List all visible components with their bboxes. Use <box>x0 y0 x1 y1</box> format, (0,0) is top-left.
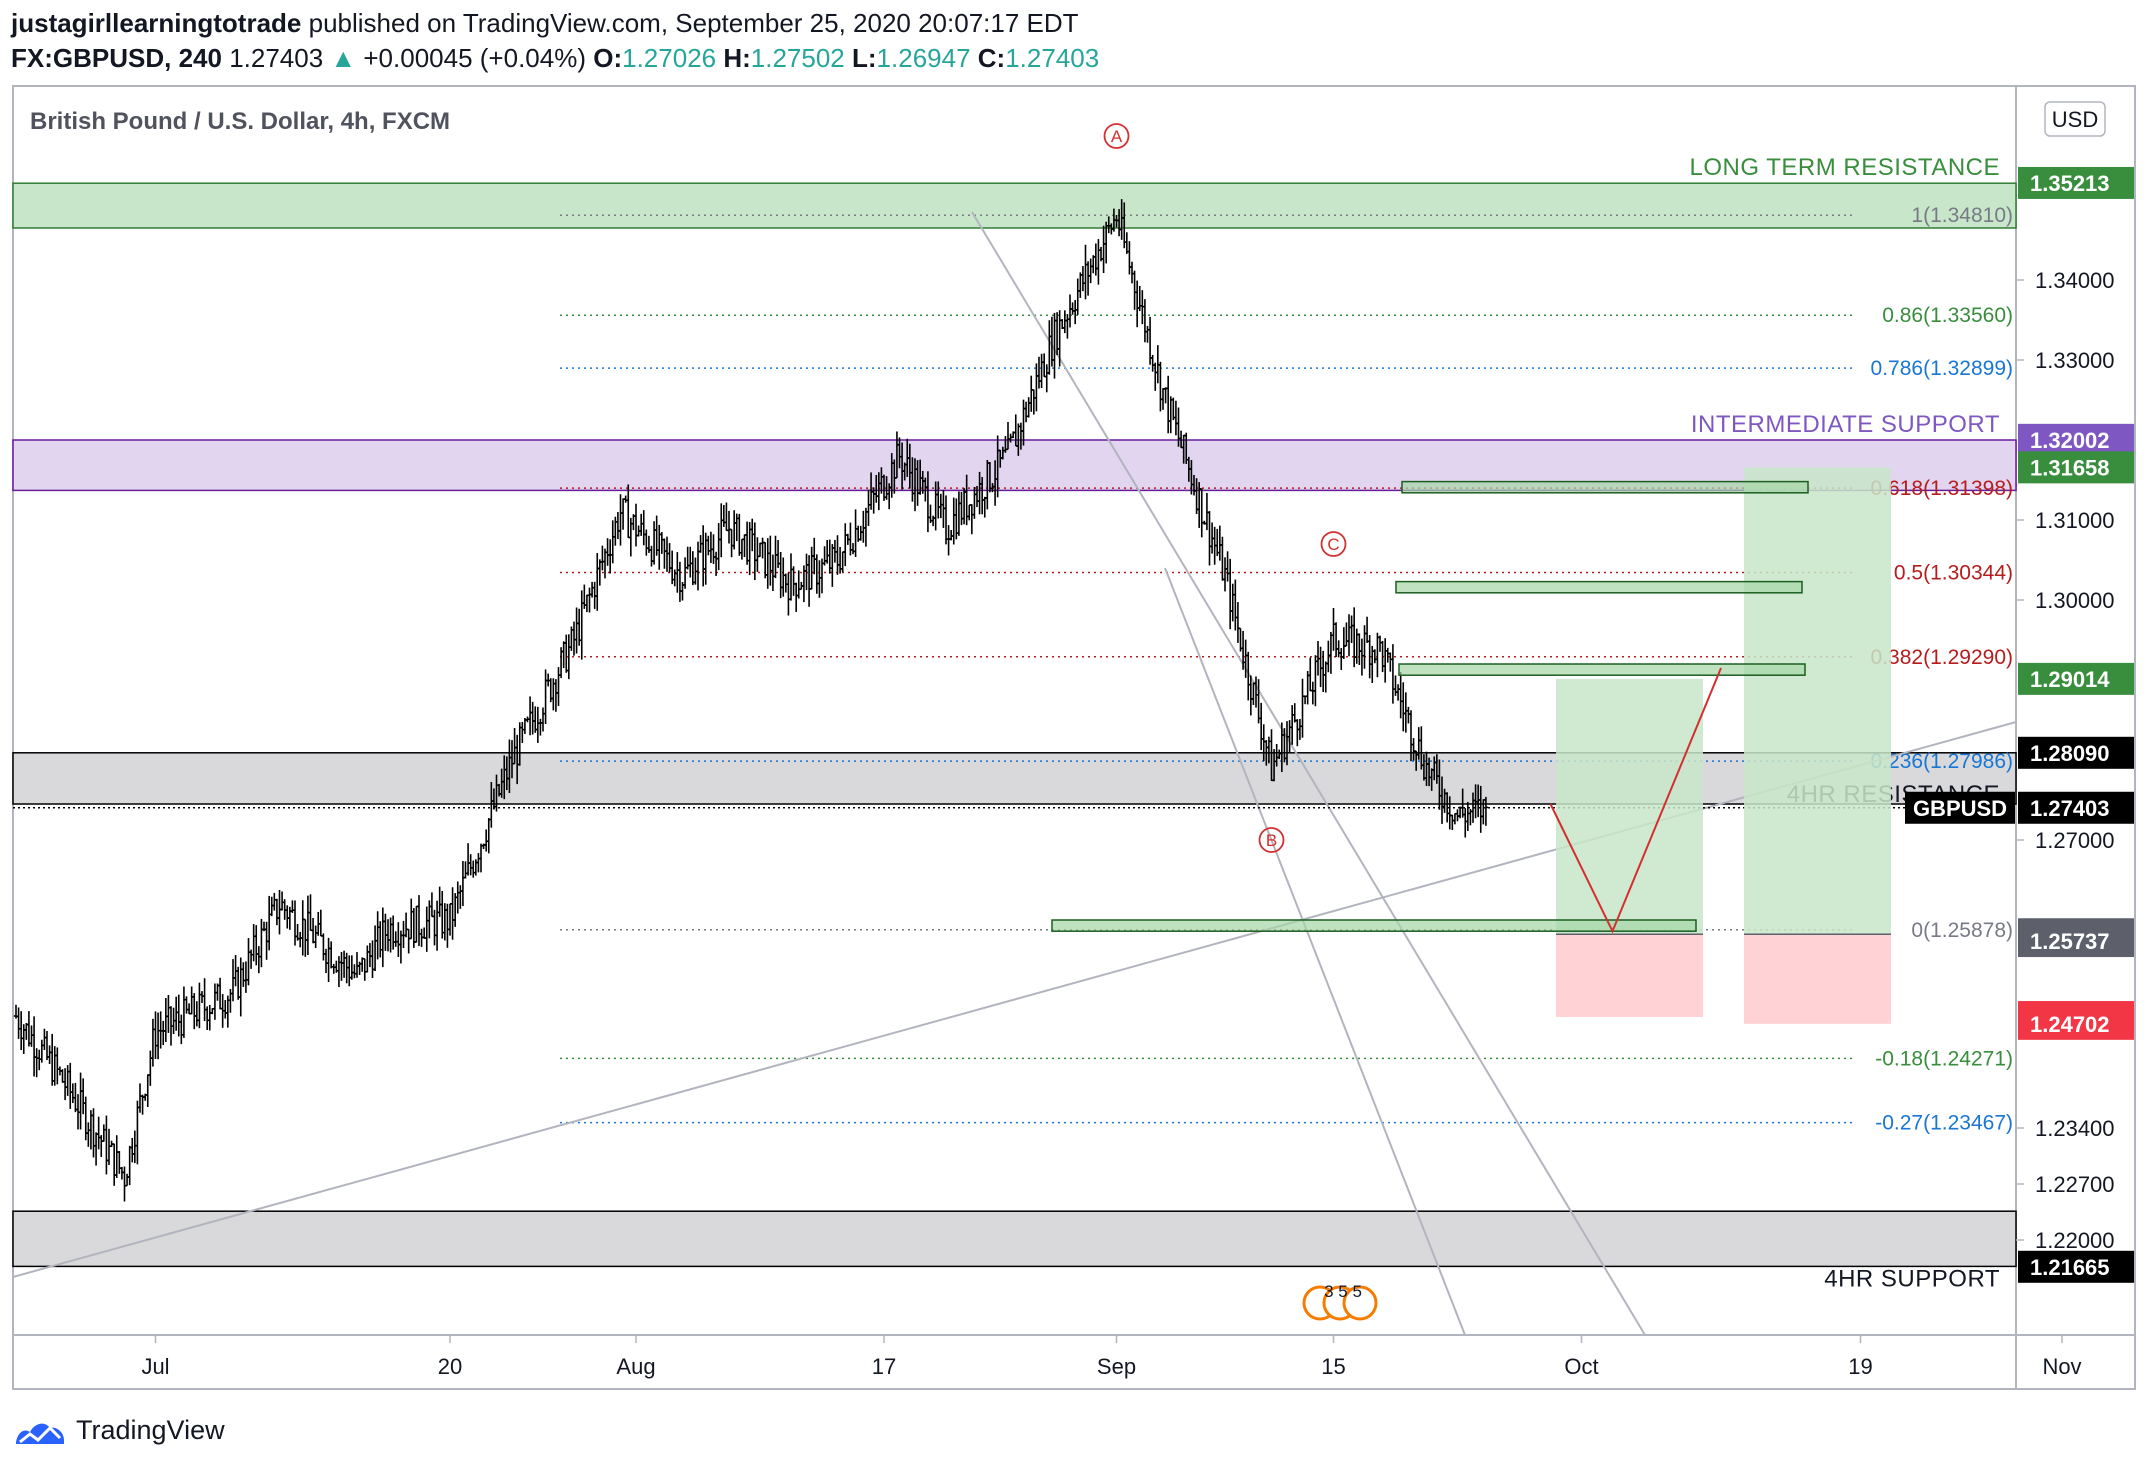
x-tick-label: Nov <box>2042 1354 2081 1379</box>
currency-button[interactable]: USD <box>2044 101 2106 137</box>
open-value: 1.27026 <box>622 43 717 73</box>
symbol-price-tag-label: GBPUSD <box>1913 796 2007 821</box>
x-tick-label: 19 <box>1848 1354 1872 1379</box>
svg-text:1.21665: 1.21665 <box>2030 1255 2110 1280</box>
fib-level-label: 0.618(1.31398) <box>1871 477 2013 500</box>
x-tick-label: 15 <box>1321 1354 1345 1379</box>
symbol-price-tag <box>1905 791 2015 824</box>
target-zone-box <box>1398 663 1806 676</box>
chart-title: British Pound / U.S. Dollar, 4h, FXCM <box>30 108 450 135</box>
close-value: 1.27403 <box>1005 43 1100 73</box>
wave-label-circle <box>1258 827 1285 853</box>
svg-text:1.27403: 1.27403 <box>2030 796 2110 821</box>
x-tick-label: Aug <box>616 1354 655 1379</box>
x-tick-label: 20 <box>438 1354 462 1379</box>
up-arrow-icon: ▲ <box>330 43 357 73</box>
y-tick-label: 1.34000 <box>2035 268 2115 293</box>
publish-info: justagirllearningtotrade published on Tr… <box>11 8 1079 39</box>
x-tick-label: 17 <box>872 1354 896 1379</box>
chart-frame <box>12 85 2136 1390</box>
price-tag-1.25737: 1.25737 <box>2018 925 2134 958</box>
fib-level-label: 0(1.25878) <box>1911 919 2013 942</box>
change-value: +0.00045 (+0.04%) <box>363 43 586 73</box>
falling-trendline-steep <box>1164 567 1466 1336</box>
x-tick-label: Sep <box>1097 1354 1136 1379</box>
target-zone-box <box>1401 480 1809 494</box>
symbol-ohlc-line: FX:GBPUSD, 240 1.27403 ▲ +0.00045 (+0.04… <box>11 43 1099 74</box>
symbol-label: FX:GBPUSD, 240 <box>11 43 222 73</box>
y-tick-label: 1.22700 <box>2035 1172 2115 1197</box>
y-tick-label: 1.33000 <box>2035 348 2115 373</box>
y-tick-label: 1.27000 <box>2035 828 2115 853</box>
y-tick-label: 1.23400 <box>2035 1116 2115 1141</box>
wave-label-circle <box>1320 531 1347 557</box>
fib-level-label: -0.27(1.23467) <box>1875 1112 2013 1135</box>
fib-level-label: 1(1.34810) <box>1911 204 2013 227</box>
tradingview-logo-icon[interactable] <box>14 1414 66 1446</box>
wave-label-circle <box>1103 123 1130 149</box>
fib-level-label: 0.786(1.32899) <box>1871 357 2013 380</box>
zone-label: INTERMEDIATE SUPPORT <box>1691 411 2000 438</box>
close-label: C: <box>977 43 1006 73</box>
last-price: 1.27403 <box>229 43 324 73</box>
zone-label: LONG TERM RESISTANCE <box>1690 154 2001 181</box>
target-zone-box <box>1051 919 1697 932</box>
high-label: H: <box>723 43 751 73</box>
zone-0 <box>12 182 2017 229</box>
price-tag-1.32002: 1.32002 <box>2018 423 2134 456</box>
position-profit-area <box>1556 678 1703 935</box>
fib-level-label: 0.382(1.29290) <box>1871 646 2013 669</box>
low-label: L: <box>852 43 877 73</box>
footer: TradingView <box>14 1410 225 1450</box>
svg-text:1.24702: 1.24702 <box>2030 1012 2110 1037</box>
zone-3 <box>12 1210 2017 1268</box>
rising-trendline <box>12 721 2017 1278</box>
open-label: O: <box>593 43 623 73</box>
high-value: 1.27502 <box>750 43 845 73</box>
x-tick-label: Jul <box>141 1354 169 1379</box>
author-name[interactable]: justagirllearningtotrade <box>11 8 302 38</box>
svg-text:1.29014: 1.29014 <box>2030 667 2110 692</box>
wave-label-B: B <box>1266 831 1277 850</box>
fib-level-label: -0.18(1.24271) <box>1875 1047 2013 1070</box>
price-tag-1.28090: 1.28090 <box>2018 736 2134 769</box>
y-tick-label: 1.30000 <box>2035 588 2115 613</box>
position-stop-area <box>1556 934 1703 1018</box>
events-badge-text: 3 5 5 <box>1324 1282 1362 1301</box>
y-tick-label: 1.31000 <box>2035 508 2115 533</box>
wave-label-A: A <box>1111 127 1123 146</box>
falling-trendline <box>971 211 1646 1336</box>
svg-text:1.25737: 1.25737 <box>2030 929 2110 954</box>
wave-label-C: C <box>1327 535 1339 554</box>
projection-path <box>1549 667 1722 934</box>
fib-level-label: 0.5(1.30344) <box>1894 561 2013 584</box>
svg-text:USD: USD <box>2052 107 2098 132</box>
position-stop-area <box>1744 934 1891 1024</box>
price-tag-1.24702: 1.24702 <box>2018 1007 2134 1040</box>
zone-2 <box>12 752 2017 805</box>
x-tick-label: Oct <box>1564 1354 1598 1379</box>
svg-text:1.31658: 1.31658 <box>2030 455 2110 480</box>
svg-text:1.28090: 1.28090 <box>2030 741 2110 766</box>
price-tag-1.35213: 1.35213 <box>2018 166 2134 199</box>
price-tag-1.29014: 1.29014 <box>2018 662 2134 695</box>
svg-text:1.35213: 1.35213 <box>2030 171 2110 196</box>
publish-text: published on TradingView.com, September … <box>308 8 1079 38</box>
zone-label: 4HR SUPPORT <box>1824 1265 2000 1292</box>
fib-level-label: 0.86(1.33560) <box>1882 304 2013 327</box>
tradingview-brand[interactable]: TradingView <box>76 1414 225 1445</box>
target-zone-box <box>1395 580 1803 594</box>
fib-level-label: 0.236(1.27986) <box>1871 750 2013 773</box>
position-profit-area <box>1744 467 1891 935</box>
low-value: 1.26947 <box>876 43 971 73</box>
events-badge-icon[interactable]: 3 5 5 <box>1302 1282 1378 1321</box>
price-tag-1.27403: 1.27403 <box>2018 791 2134 824</box>
y-tick-label: 1.22000 <box>2035 1228 2115 1253</box>
price-tag-1.21665: 1.21665 <box>2018 1250 2134 1283</box>
svg-text:1.32002: 1.32002 <box>2030 428 2110 453</box>
price-tag-1.31658: 1.31658 <box>2018 451 2134 484</box>
